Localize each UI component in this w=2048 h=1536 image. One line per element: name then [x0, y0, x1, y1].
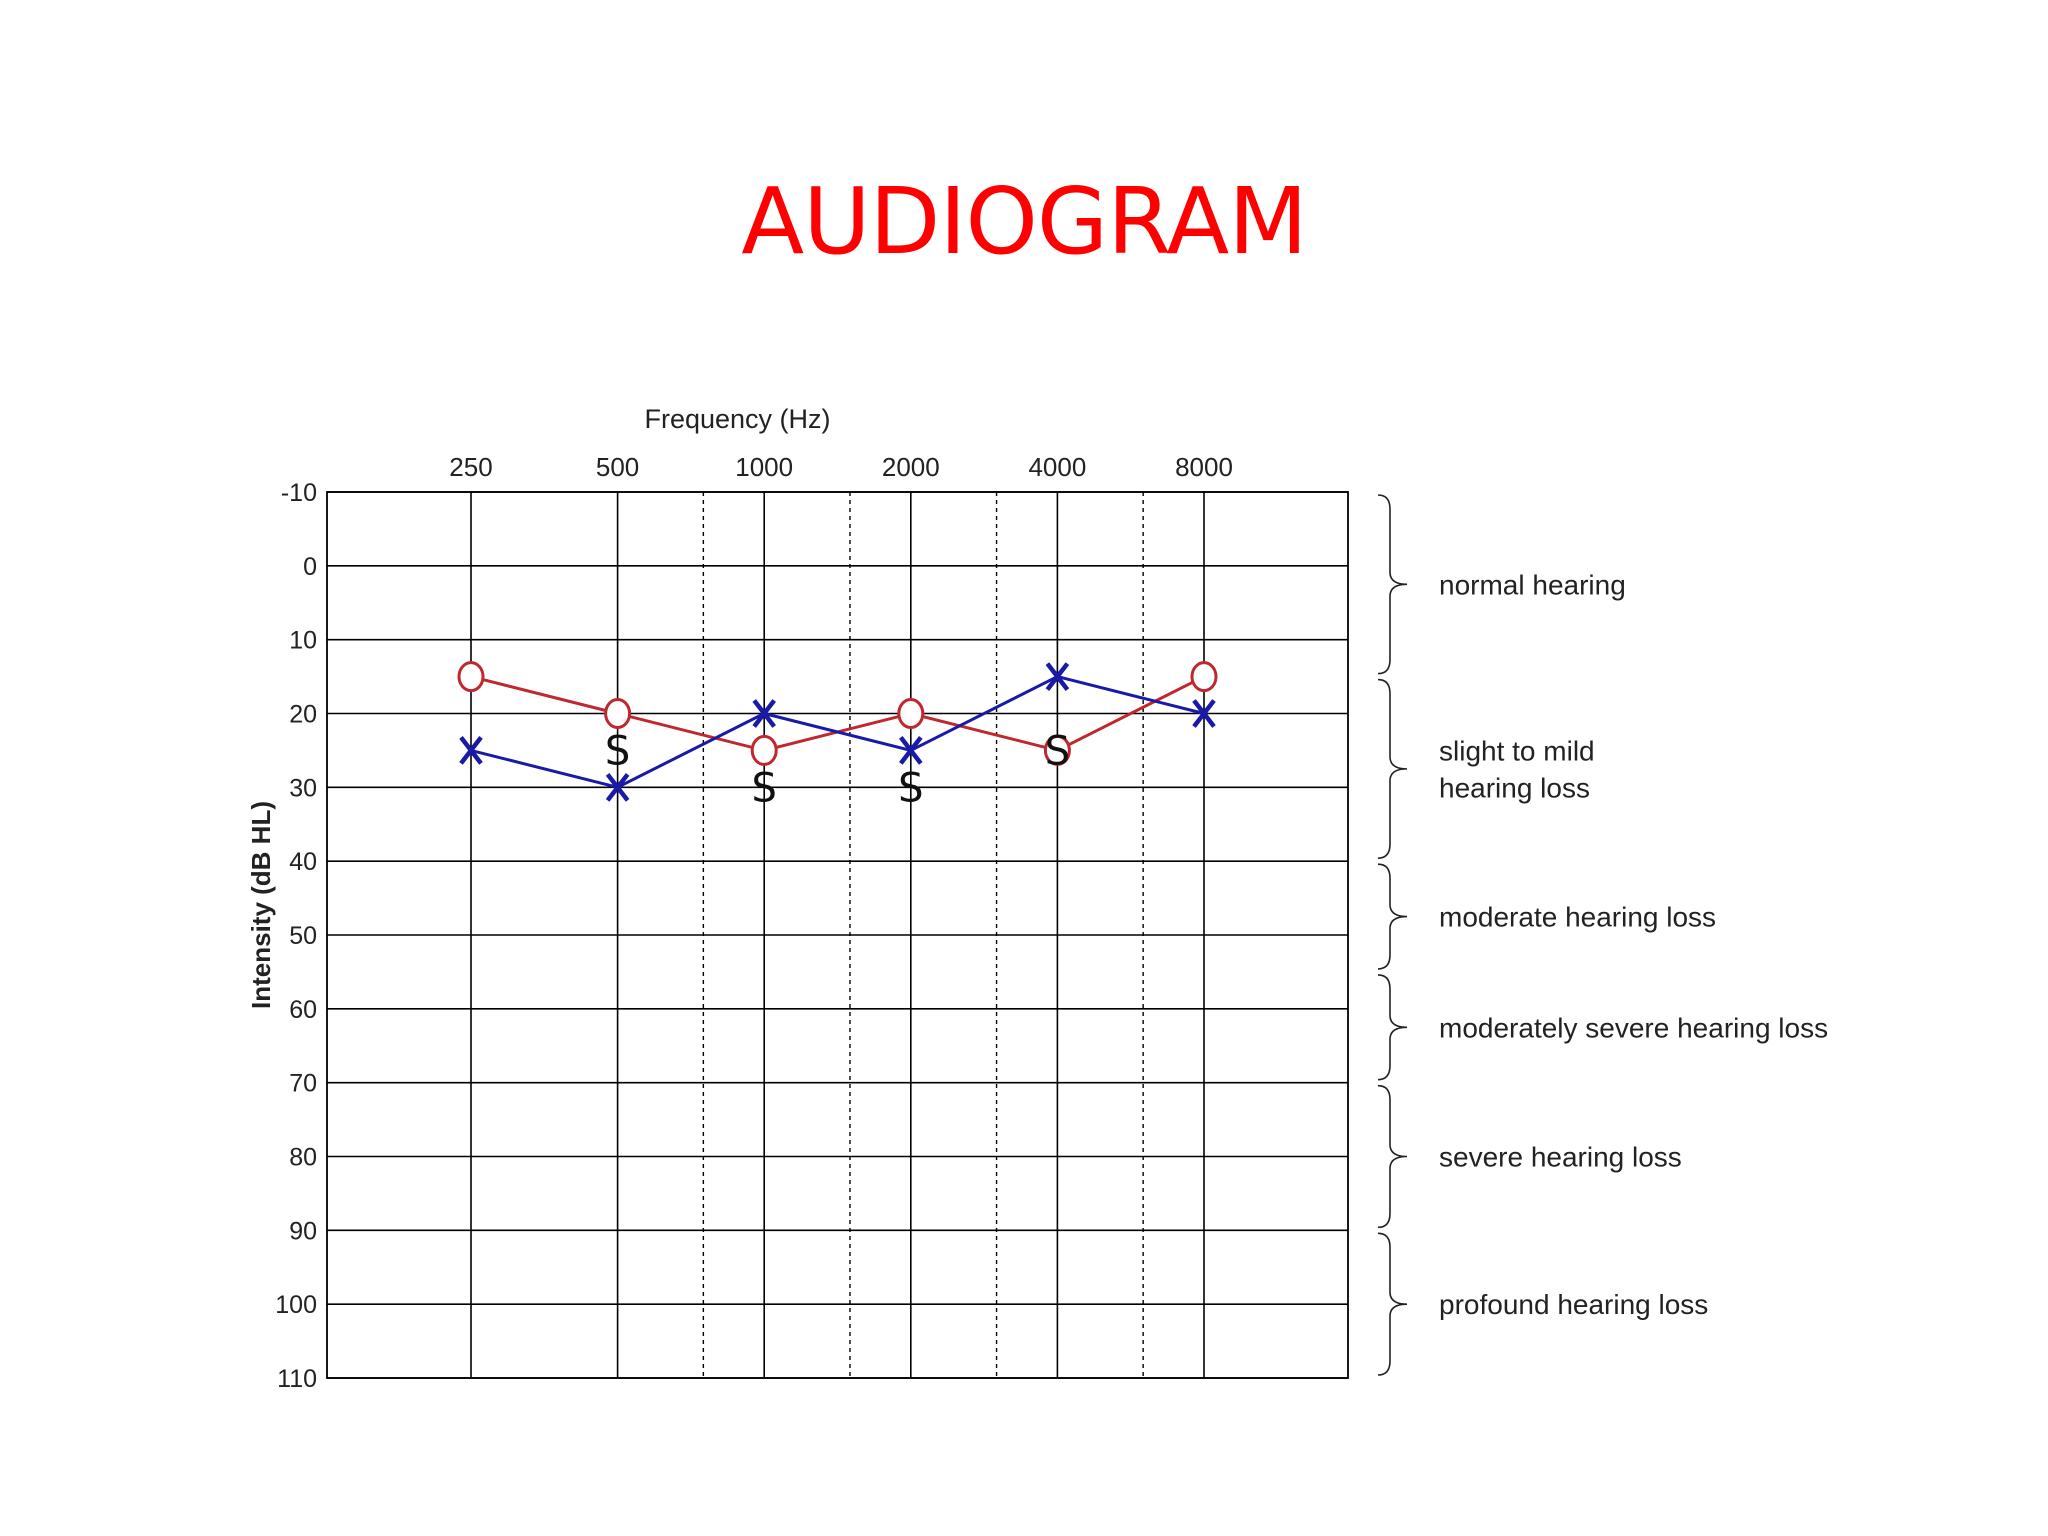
y-tick-label: 40 — [289, 848, 317, 876]
y-tick-label: 70 — [289, 1070, 317, 1098]
category-brace — [1377, 1084, 1408, 1229]
category-brace — [1377, 494, 1408, 675]
data-point-x — [1192, 699, 1216, 728]
y-axis-title: Intensity (dB HL) — [246, 801, 276, 1009]
category-label: normal hearing — [1439, 569, 1626, 600]
category-label: profound hearing loss — [1439, 1289, 1708, 1320]
category-brace — [1377, 678, 1408, 859]
y-tick-label: 30 — [289, 774, 317, 802]
y-tick-label: 0 — [303, 553, 317, 581]
y-tick-label: 110 — [277, 1365, 317, 1393]
slide-title: AUDIOGRAM — [741, 168, 1307, 275]
data-point-x — [459, 736, 483, 765]
y-tick-label: 60 — [289, 996, 317, 1024]
x-axis-title: Frequency (Hz) — [644, 404, 830, 434]
category-label: moderately severe hearing loss — [1439, 1012, 1828, 1043]
x-tick-label: 500 — [596, 452, 639, 482]
x-tick-label: 1000 — [735, 452, 793, 482]
data-point-circle — [1190, 661, 1218, 693]
category-label: severe hearing loss — [1439, 1142, 1682, 1173]
data-point-circle — [457, 661, 485, 693]
category-brace — [1377, 974, 1408, 1081]
category-label: moderate hearing loss — [1439, 902, 1716, 933]
y-tick-label: 10 — [289, 627, 317, 655]
data-point-circle — [750, 734, 778, 766]
data-point-s: S — [605, 728, 630, 774]
category-brace — [1377, 863, 1408, 970]
data-point-s: S — [752, 765, 777, 811]
data-point-circle — [1043, 734, 1071, 766]
data-point-x — [605, 772, 630, 802]
category-label: hearing loss — [1439, 772, 1590, 803]
y-tick-label: 90 — [289, 1217, 317, 1245]
y-tick-label: 20 — [289, 701, 317, 729]
plot-frame — [326, 491, 1349, 1379]
data-point-x — [752, 699, 776, 728]
x-tick-label: 2000 — [882, 452, 940, 482]
data-point-x — [1045, 662, 1070, 691]
data-point-circle — [604, 698, 632, 729]
y-tick-label: -10 — [281, 479, 317, 507]
data-point-s: S — [1045, 728, 1070, 774]
y-tick-label: 50 — [289, 922, 317, 950]
category-label: slight to mild — [1439, 735, 1595, 766]
data-point-x — [899, 736, 923, 765]
data-point-s: S — [898, 765, 923, 811]
y-tick-label: 100 — [275, 1291, 317, 1319]
category-brace — [1377, 1232, 1408, 1376]
y-tick-label: 80 — [289, 1144, 317, 1172]
series-line — [470, 674, 1205, 789]
x-tick-label: 250 — [449, 452, 492, 482]
x-tick-label: 4000 — [1028, 452, 1086, 482]
data-point-circle — [897, 698, 925, 729]
x-tick-label: 8000 — [1175, 452, 1233, 482]
